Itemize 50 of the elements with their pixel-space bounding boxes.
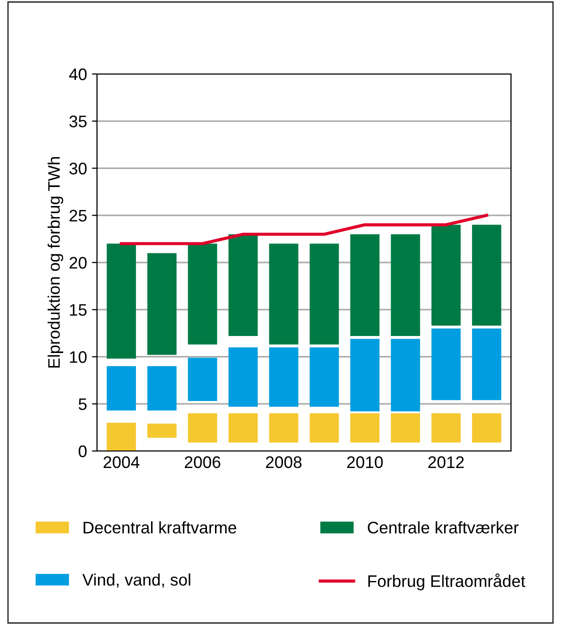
- bar: [228, 347, 258, 407]
- x-tick-label: 2008: [266, 456, 302, 468]
- bar: [188, 244, 218, 344]
- bar: [390, 338, 420, 412]
- legend-label: Decentral kraftvarme: [84, 521, 236, 534]
- bar: [431, 413, 461, 443]
- bar: [310, 244, 339, 344]
- bar: [106, 422, 136, 451]
- legend-label: Vind, vand, sol: [82, 573, 190, 588]
- bar: [310, 347, 339, 407]
- bar: [472, 224, 502, 326]
- bar: [472, 413, 502, 443]
- bar: [431, 224, 461, 326]
- y-tick-label: 15: [70, 304, 87, 316]
- line-series: [120, 214, 488, 246]
- y-axis-title: Elproduktion og forbrug TWh: [48, 157, 64, 368]
- bar: [390, 234, 420, 336]
- bar: [228, 413, 258, 443]
- x-tick-label: 2010: [347, 456, 383, 468]
- bar: [147, 424, 177, 438]
- x-tick-label: 2004: [104, 456, 140, 468]
- bar: [350, 413, 380, 443]
- y-tick-label: 0: [78, 445, 87, 458]
- legend-label: Centrale kraftværker: [368, 521, 519, 534]
- bar: [269, 347, 298, 407]
- y-tick-label: 25: [70, 210, 87, 222]
- y-tick-label: 30: [69, 162, 87, 174]
- bar: [350, 234, 380, 336]
- y-tick-label: 35: [69, 116, 87, 128]
- bar: [269, 244, 298, 344]
- bar: [228, 234, 258, 336]
- x-tick-label: 2006: [184, 456, 220, 468]
- y-tick-label: 10: [70, 351, 87, 363]
- y-tick-label: 40: [69, 68, 87, 80]
- x-tick-label: 2012: [428, 456, 464, 468]
- bar: [431, 328, 461, 400]
- bar: [106, 244, 136, 359]
- y-tick-label: 5: [78, 398, 87, 410]
- bar: [310, 413, 339, 443]
- bar: [188, 413, 218, 443]
- bar: [147, 366, 177, 410]
- bar: [147, 253, 177, 355]
- legend-label: Forbrug Eltraområdet: [368, 573, 526, 590]
- bar: [269, 413, 298, 443]
- bar: [106, 366, 136, 410]
- bar: [188, 358, 218, 402]
- bar: [350, 338, 380, 412]
- bar: [390, 413, 420, 443]
- y-tick-label: 20: [70, 256, 87, 269]
- bar: [472, 328, 502, 400]
